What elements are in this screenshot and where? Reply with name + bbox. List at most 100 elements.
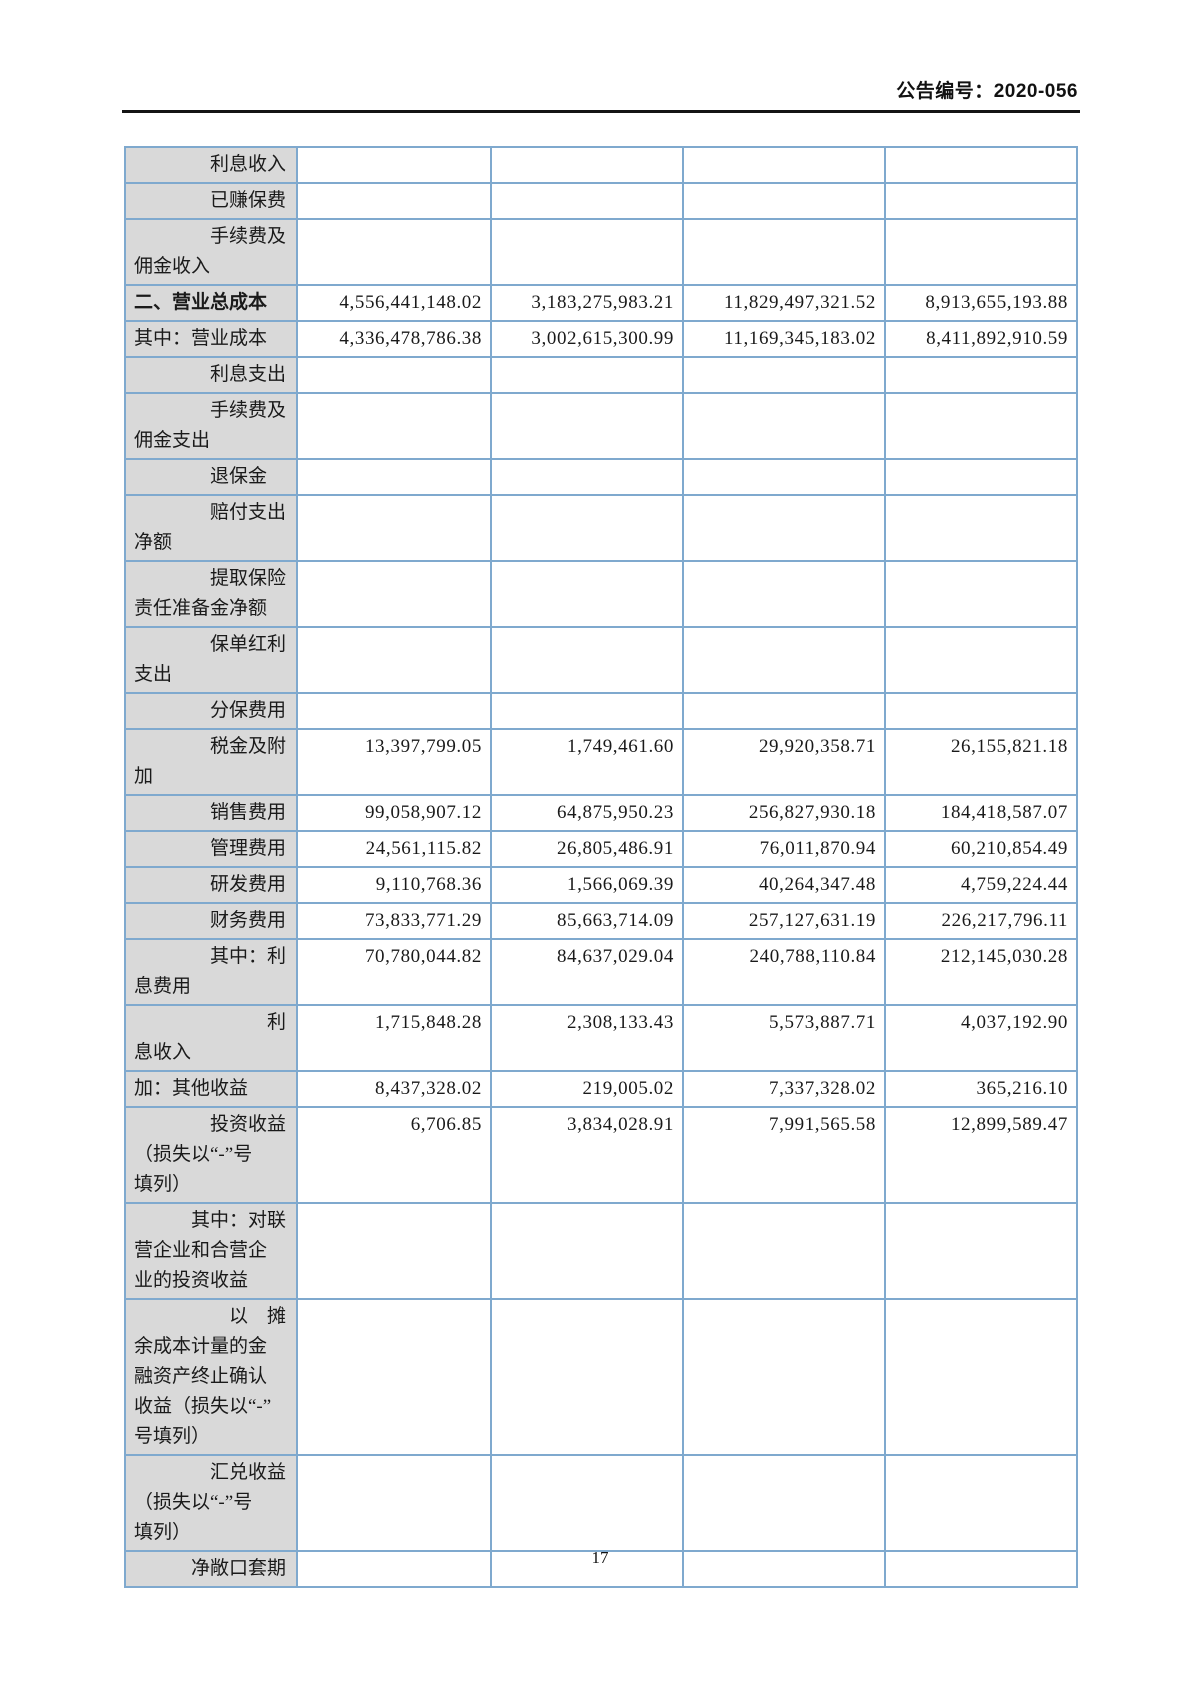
value-cell — [682, 494, 886, 562]
value-cell: 7,991,565.58 — [682, 1106, 886, 1204]
value-cell — [490, 1202, 684, 1300]
value-cell — [490, 1454, 684, 1552]
value-cell — [884, 1298, 1078, 1456]
value-cell — [884, 356, 1078, 394]
table-row: 以 摊 余成本计量的金 融资产终止确认 收益（损失以“-” 号填列） — [124, 1298, 1078, 1456]
value-cell — [884, 692, 1078, 730]
value-cell — [296, 560, 492, 628]
value-cell: 76,011,870.94 — [682, 830, 886, 868]
value-cell — [682, 356, 886, 394]
table-row: 其中：对联 营企业和合营企 业的投资收益 — [124, 1202, 1078, 1300]
header-divider — [122, 110, 1080, 113]
table-row: 退保金 — [124, 458, 1078, 496]
value-cell — [296, 1298, 492, 1456]
row-label: 保单红利 支出 — [124, 626, 298, 694]
value-cell — [490, 356, 684, 394]
value-cell — [884, 626, 1078, 694]
value-cell — [296, 692, 492, 730]
value-cell: 64,875,950.23 — [490, 794, 684, 832]
value-cell — [682, 692, 886, 730]
row-label: 退保金 — [124, 458, 298, 496]
row-label: 其中：对联 营企业和合营企 业的投资收益 — [124, 1202, 298, 1300]
value-cell — [490, 146, 684, 184]
value-cell: 73,833,771.29 — [296, 902, 492, 940]
value-cell: 29,920,358.71 — [682, 728, 886, 796]
table-row: 研发费用 9,110,768.36 1,566,069.39 40,264,347.4… — [124, 866, 1078, 904]
table-row: 税金及附 加 13,397,799.05 1,749,461.60 29,920,35… — [124, 728, 1078, 796]
table-row: 管理费用 24,561,115.82 26,805,486.91 76,011,870… — [124, 830, 1078, 868]
value-cell — [490, 560, 684, 628]
value-cell — [682, 458, 886, 496]
row-label: 赔付支出 净额 — [124, 494, 298, 562]
table-row: 手续费及 佣金支出 — [124, 392, 1078, 460]
value-cell — [682, 626, 886, 694]
table-row: 财务费用 73,833,771.29 85,663,714.09 257,127,63… — [124, 902, 1078, 940]
value-cell — [296, 494, 492, 562]
value-cell: 1,566,069.39 — [490, 866, 684, 904]
table-row: 销售费用 99,058,907.12 64,875,950.23 256,827,93… — [124, 794, 1078, 832]
value-cell — [490, 218, 684, 286]
value-cell: 4,556,441,148.02 — [296, 284, 492, 322]
value-cell: 8,411,892,910.59 — [884, 320, 1078, 358]
value-cell — [490, 458, 684, 496]
row-label: 财务费用 — [124, 902, 298, 940]
row-label: 研发费用 — [124, 866, 298, 904]
value-cell — [296, 182, 492, 220]
row-label: 其中：营业成本 — [124, 320, 298, 358]
value-cell — [682, 182, 886, 220]
value-cell: 8,913,655,193.88 — [884, 284, 1078, 322]
value-cell — [682, 560, 886, 628]
value-cell: 4,759,224.44 — [884, 866, 1078, 904]
value-cell — [884, 560, 1078, 628]
value-cell — [884, 458, 1078, 496]
value-cell — [884, 392, 1078, 460]
row-label: 净敞口套期 — [124, 1550, 298, 1588]
row-label: 税金及附 加 — [124, 728, 298, 796]
value-cell: 7,337,328.02 — [682, 1070, 886, 1108]
value-cell: 365,216.10 — [884, 1070, 1078, 1108]
value-cell — [490, 692, 684, 730]
announcement-number: 公告编号：2020-056 — [896, 81, 1078, 102]
row-label: 其中：利 息费用 — [124, 938, 298, 1006]
value-cell: 184,418,587.07 — [884, 794, 1078, 832]
value-cell — [884, 182, 1078, 220]
value-cell — [490, 1298, 684, 1456]
value-cell: 40,264,347.48 — [682, 866, 886, 904]
table-row: 其中：利 息费用 70,780,044.82 84,637,029.04 240,78… — [124, 938, 1078, 1006]
row-label: 利息收入 — [124, 146, 298, 184]
value-cell: 6,706.85 — [296, 1106, 492, 1204]
value-cell — [296, 1550, 492, 1588]
table-row: 已赚保费 — [124, 182, 1078, 220]
value-cell: 13,397,799.05 — [296, 728, 492, 796]
value-cell: 70,780,044.82 — [296, 938, 492, 1006]
value-cell: 24,561,115.82 — [296, 830, 492, 868]
value-cell — [296, 392, 492, 460]
value-cell — [296, 458, 492, 496]
value-cell — [296, 1454, 492, 1552]
value-cell — [490, 626, 684, 694]
value-cell: 240,788,110.84 — [682, 938, 886, 1006]
row-label: 汇兑收益 （损失以“-”号 填列） — [124, 1454, 298, 1552]
value-cell — [490, 182, 684, 220]
value-cell — [884, 1550, 1078, 1588]
value-cell — [682, 1298, 886, 1456]
value-cell: 3,183,275,983.21 — [490, 284, 684, 322]
value-cell: 1,715,848.28 — [296, 1004, 492, 1072]
table-row: 净敞口套期 — [124, 1550, 1078, 1588]
value-cell — [296, 356, 492, 394]
value-cell: 84,637,029.04 — [490, 938, 684, 1006]
table-row: 分保费用 — [124, 692, 1078, 730]
value-cell: 26,805,486.91 — [490, 830, 684, 868]
value-cell: 219,005.02 — [490, 1070, 684, 1108]
value-cell: 11,169,345,183.02 — [682, 320, 886, 358]
value-cell: 212,145,030.28 — [884, 938, 1078, 1006]
value-cell: 257,127,631.19 — [682, 902, 886, 940]
row-label: 手续费及 佣金支出 — [124, 392, 298, 460]
value-cell — [296, 626, 492, 694]
row-label: 管理费用 — [124, 830, 298, 868]
value-cell — [884, 1202, 1078, 1300]
value-cell — [682, 1454, 886, 1552]
value-cell: 60,210,854.49 — [884, 830, 1078, 868]
row-label: 已赚保费 — [124, 182, 298, 220]
value-cell — [884, 146, 1078, 184]
